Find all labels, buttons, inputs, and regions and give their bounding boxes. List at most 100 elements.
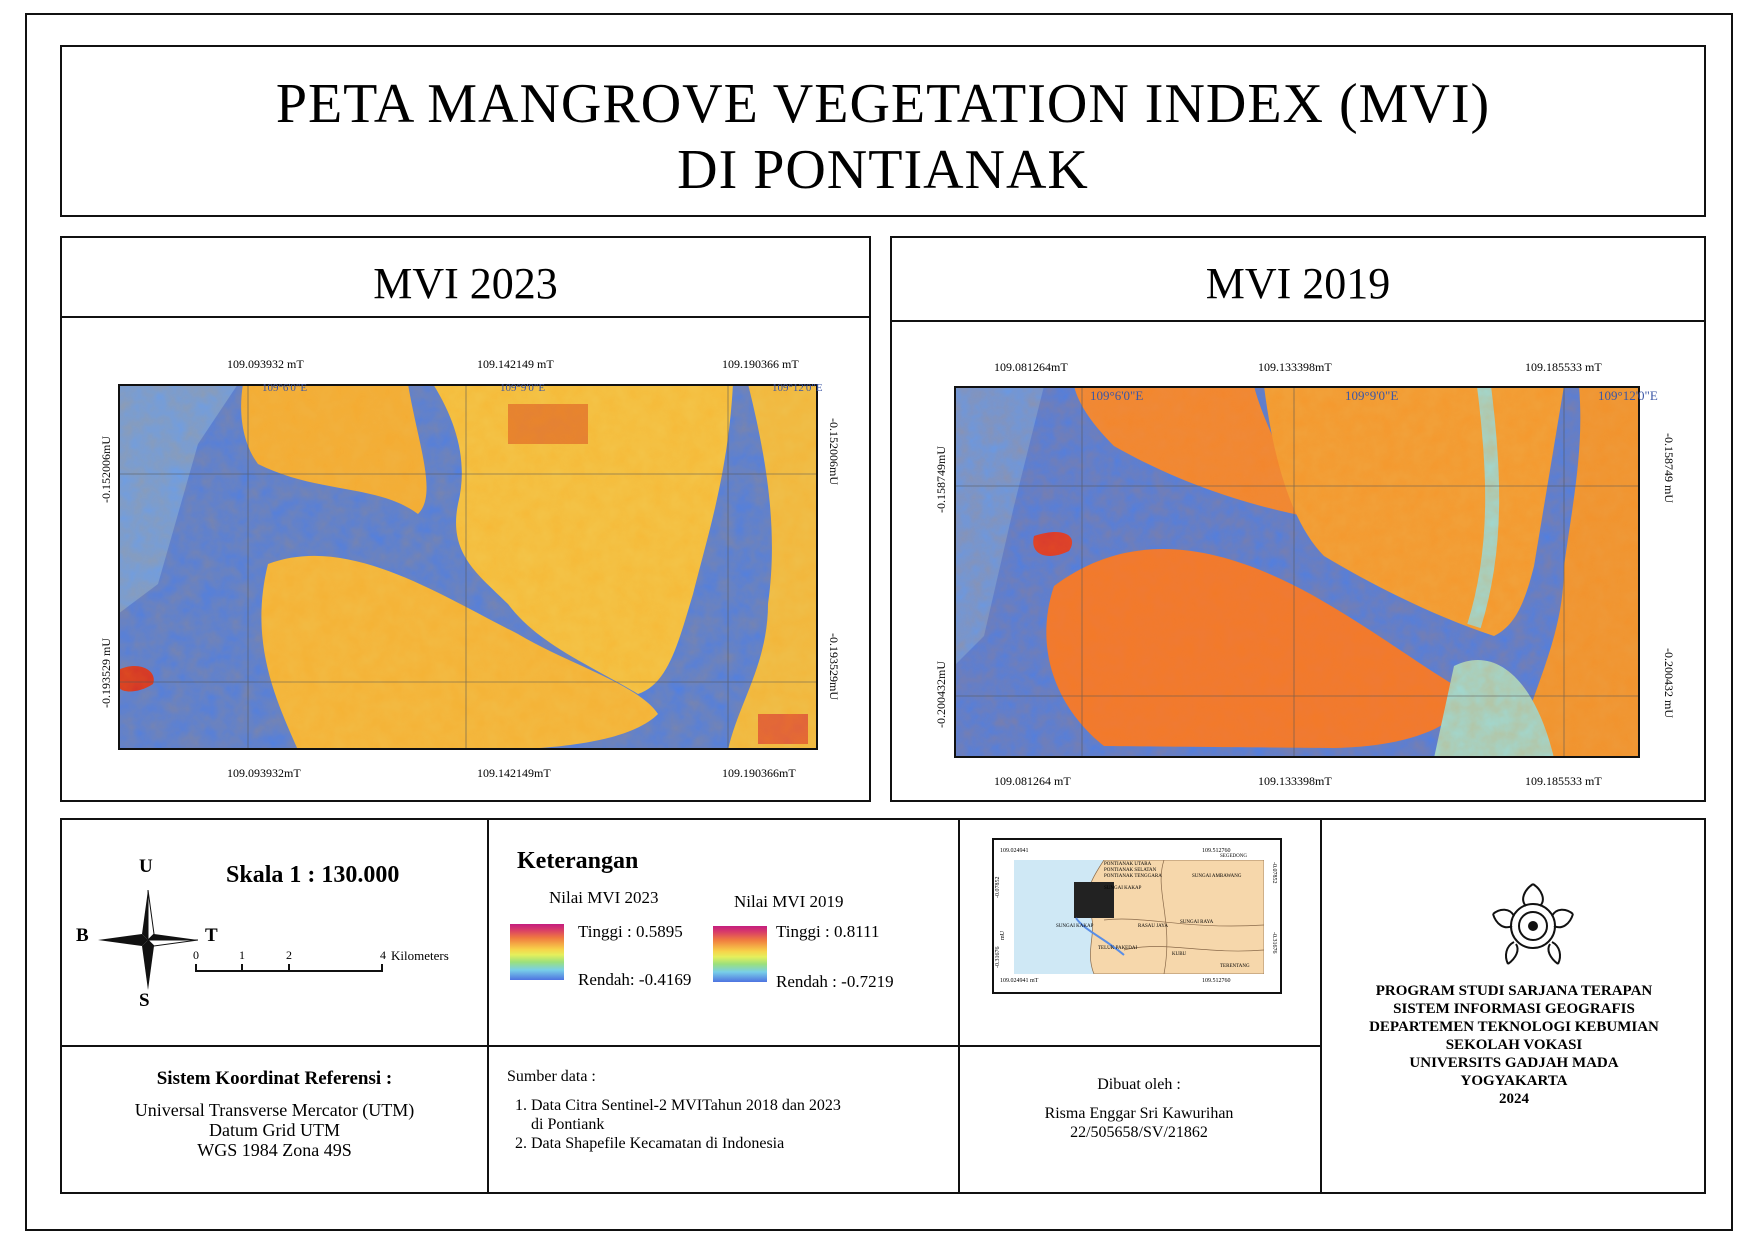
grid-label: 109°12'0"E [772,382,823,394]
top-coord: 109.081264mT [994,360,1068,374]
scale-tick: 1 [239,948,245,962]
institution-line: UNIVERSITS GADJAH MADA [1409,1055,1619,1071]
bottom-coord: 109.185533 mT [1525,774,1602,788]
inset-top-coord: 109.024941 [1000,848,1029,854]
inset-place: RASAU JAYA [1138,924,1168,929]
map-title-line1: PETA MANGROVE VEGETATION INDEX (MVI) [275,73,1491,135]
crs-line: Datum Grid UTM [209,1120,340,1140]
legend-low-2023: Rendah: -0.4169 [578,970,692,989]
inset-place: SUNGAI KAKAP [1104,886,1142,891]
author-heading: Dibuat oleh : [1097,1076,1181,1093]
grid-label: 109°9'0"E [1345,388,1399,403]
grid-label: 109°6'0"E [262,382,308,394]
bottom-coord: 109.142149mT [477,766,551,780]
left-coord: -0.158749mU [934,446,948,513]
bottom-coord: 109.190366mT [722,766,796,780]
left-coord: -0.152006mU [99,436,113,503]
scale-tick: 0 [193,948,199,962]
institution-line: 2024 [1499,1091,1529,1107]
institution-line: SEKOLAH VOKASI [1445,1037,1583,1053]
sources-list: 1. Data Citra Sentinel-2 MVITahun 2018 d… [515,1096,841,1153]
bottom-coord: 109.133398mT [1258,774,1332,788]
panel-heading: MVI 2023 [373,259,558,308]
source-item: 2. Data Shapefile Kecamatan di Indonesia [515,1135,785,1152]
inset-place: KUBU [1172,952,1187,957]
inset-axis-letter: mU [1000,931,1006,940]
panel-2023: MVI 2023 109.093932 mT 109.142149 mT 109… [60,236,871,802]
top-coord: 109.142149 mT [477,357,554,371]
title-box: PETA MANGROVE VEGETATION INDEX (MVI) DI … [60,45,1706,217]
inset-place: SUNGAI KAKAP [1056,924,1094,929]
inset-bottom-coord: 109.024941 mT [1000,978,1039,984]
grid-label: 109°9'0"E [500,382,546,394]
scale-text: Skala 1 : 130.000 [226,862,400,888]
legend-high-2023: Tinggi : 0.5895 [578,922,683,941]
legend-label-2019: Nilai MVI 2019 [734,892,844,911]
inset-left-coord: -0.31676 [995,946,1001,969]
legend-high-2019: Tinggi : 0.8111 [776,922,880,941]
institution-line: YOGYAKARTA [1460,1073,1568,1089]
scale-tick: 4 [380,948,386,962]
ugm-logo-icon [1492,883,1574,965]
map-title-line2: DI PONTIANAK [677,139,1089,201]
compass-south: S [139,990,150,1011]
author-name: Risma Enggar Sri Kawurihan [1044,1105,1234,1122]
institution-block: PROGRAM STUDI SARJANA TERAPAN SISTEM INF… [1320,982,1708,1108]
inset-place: SEGEDONG [1220,854,1247,859]
top-coord: 109.190366 mT [722,357,799,371]
source-item: 1. Data Citra Sentinel-2 MVITahun 2018 d… [515,1097,841,1114]
institution-line: PROGRAM STUDI SARJANA TERAPAN [1375,983,1653,999]
author-block: Risma Enggar Sri Kawurihan 22/505658/SV/… [958,1104,1320,1142]
info-box: U S B T Skala 1 : 130.000 0 1 2 4 Kilome… [60,818,1706,1194]
legend-low-2019: Rendah : -0.7219 [776,972,894,991]
panel-2019: MVI 2019 109.081264mT 109.133398mT 109.1… [890,236,1706,802]
bottom-coord: 109.081264 mT [994,774,1071,788]
legend-ramp-2019 [713,926,767,982]
inset-place: TERENTANG [1220,964,1250,969]
scale-unit: Kilometers [391,948,449,963]
inset-place: SUNGAI RAYA [1180,920,1214,925]
crs-line: Universal Transverse Mercator (UTM) [134,1100,415,1120]
inset-place: PONTIANAK SELATAN [1104,868,1157,873]
right-coord: -0.200432 mU [1662,648,1676,718]
source-item: di Pontiank [531,1116,605,1133]
inset-place: PONTIANAK TENGGARA [1104,874,1162,879]
north-arrow-icon [98,890,198,990]
bottom-coord: 109.093932mT [227,766,301,780]
compass-east: T [205,925,218,946]
inset-left-coord: -0.07852 [995,876,1001,899]
top-coord: 109.093932 mT [227,357,304,371]
compass-west: B [76,925,89,946]
inset-map: 109.024941 109.512760 109.024941 mT 109.… [992,838,1282,994]
inset-place: SUNGAI AMBAWANG [1192,874,1242,879]
grid-label: 109°12'0"E [1598,388,1658,403]
crs-block: Universal Transverse Mercator (UTM) Datu… [62,1100,487,1160]
sources-heading: Sumber data : [507,1068,596,1085]
crs-line: WGS 1984 Zona 49S [197,1140,352,1160]
compass-north: U [139,856,153,877]
mvi-2019-raster [954,386,1640,758]
inset-map-shapes [1014,860,1264,974]
inset-bottom-coord: 109.512760 [1202,978,1231,984]
inset-right-coord: -0.07852 [1271,862,1277,884]
left-coord: -0.193529 mU [99,638,113,708]
right-coord: -0.152006mU [827,418,841,485]
legend-label-2023: Nilai MVI 2023 [549,888,659,907]
panel-heading: MVI 2019 [1205,259,1391,308]
legend-ramp-2023 [510,924,564,980]
crs-heading: Sistem Koordinat Referensi : [156,1068,393,1089]
institution-line: DEPARTEMEN TEKNOLOGI KEBUMIAN [1369,1019,1659,1035]
grid-label: 109°6'0"E [1090,388,1144,403]
legend-heading: Keterangan [517,848,639,874]
inset-place: PONTIANAK UTARA [1104,862,1152,867]
inset-right-coord: -0.31676 [1271,932,1277,954]
author-id: 22/505658/SV/21862 [1070,1124,1208,1141]
scale-tick: 2 [286,948,292,962]
inset-top-coord: 109.512760 [1202,848,1231,854]
top-coord: 109.185533 mT [1525,360,1602,374]
mvi-2023-raster [118,384,818,750]
institution-line: SISTEM INFORMASI GEOGRAFIS [1393,1001,1635,1017]
right-coord: -0.158749 mU [1662,433,1676,503]
left-coord: -0.200432mU [934,661,948,728]
right-coord: -0.193529mU [827,633,841,700]
